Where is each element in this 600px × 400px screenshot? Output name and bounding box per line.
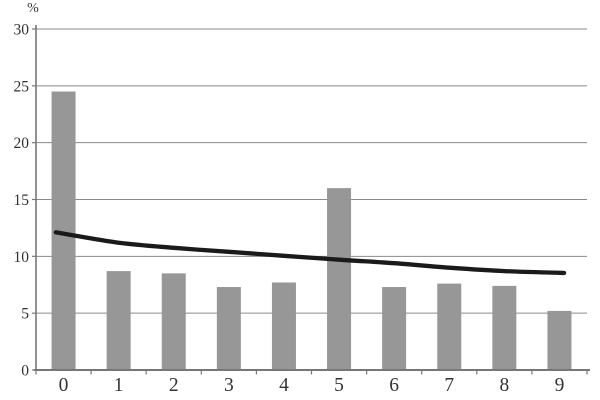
y-axis-unit-label: %	[27, 1, 39, 16]
x-tick-label: 3	[224, 375, 234, 396]
x-tick-label: 4	[279, 375, 289, 396]
bar	[271, 282, 296, 370]
x-tick-label: 9	[555, 375, 565, 396]
bar	[437, 283, 462, 370]
bar	[492, 285, 517, 370]
y-tick-label: 30	[14, 22, 30, 39]
y-tick-label: 10	[14, 249, 30, 266]
y-tick-label: 5	[21, 306, 29, 323]
trend-line	[53, 230, 567, 276]
bar	[216, 287, 241, 370]
x-tick-label: 5	[334, 375, 344, 396]
y-tick-label: 25	[14, 78, 30, 95]
y-tick-label: 20	[14, 135, 30, 152]
y-tick-label: 0	[21, 363, 29, 380]
x-tick-label: 8	[499, 375, 509, 396]
x-tick-label: 6	[389, 375, 399, 396]
x-tick-label: 2	[169, 375, 179, 396]
bar	[382, 287, 407, 370]
bar	[161, 273, 186, 370]
bar	[327, 188, 352, 370]
bar	[106, 271, 131, 370]
x-tick-label: 0	[59, 375, 69, 396]
x-tick-label: 7	[444, 375, 454, 396]
x-tick-label: 1	[114, 375, 124, 396]
y-tick-label: 15	[14, 192, 30, 209]
bar	[547, 310, 572, 370]
